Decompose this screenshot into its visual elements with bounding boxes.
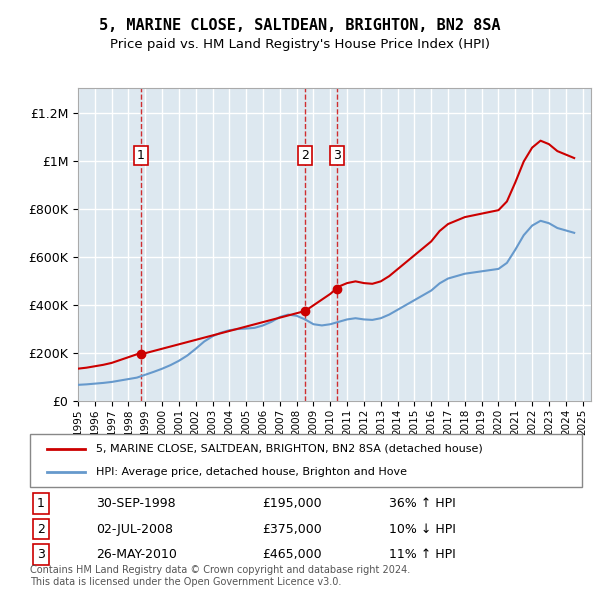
Text: Contains HM Land Registry data © Crown copyright and database right 2024.
This d: Contains HM Land Registry data © Crown c… (30, 565, 410, 587)
Text: 26-MAY-2010: 26-MAY-2010 (96, 548, 177, 561)
Text: 2: 2 (301, 149, 309, 162)
Text: HPI: Average price, detached house, Brighton and Hove: HPI: Average price, detached house, Brig… (96, 467, 407, 477)
Text: 3: 3 (333, 149, 341, 162)
Text: 1: 1 (137, 149, 145, 162)
Text: 3: 3 (37, 548, 45, 561)
Text: 30-SEP-1998: 30-SEP-1998 (96, 497, 176, 510)
Text: 2: 2 (37, 523, 45, 536)
Text: 5, MARINE CLOSE, SALTDEAN, BRIGHTON, BN2 8SA (detached house): 5, MARINE CLOSE, SALTDEAN, BRIGHTON, BN2… (96, 444, 483, 454)
Text: £375,000: £375,000 (262, 523, 322, 536)
Text: Price paid vs. HM Land Registry's House Price Index (HPI): Price paid vs. HM Land Registry's House … (110, 38, 490, 51)
Text: 10% ↓ HPI: 10% ↓ HPI (389, 523, 455, 536)
Text: 02-JUL-2008: 02-JUL-2008 (96, 523, 173, 536)
Text: 5, MARINE CLOSE, SALTDEAN, BRIGHTON, BN2 8SA: 5, MARINE CLOSE, SALTDEAN, BRIGHTON, BN2… (99, 18, 501, 32)
Text: £195,000: £195,000 (262, 497, 322, 510)
FancyBboxPatch shape (30, 434, 582, 487)
Text: 36% ↑ HPI: 36% ↑ HPI (389, 497, 455, 510)
Text: £465,000: £465,000 (262, 548, 322, 561)
Text: 11% ↑ HPI: 11% ↑ HPI (389, 548, 455, 561)
Text: 1: 1 (37, 497, 45, 510)
